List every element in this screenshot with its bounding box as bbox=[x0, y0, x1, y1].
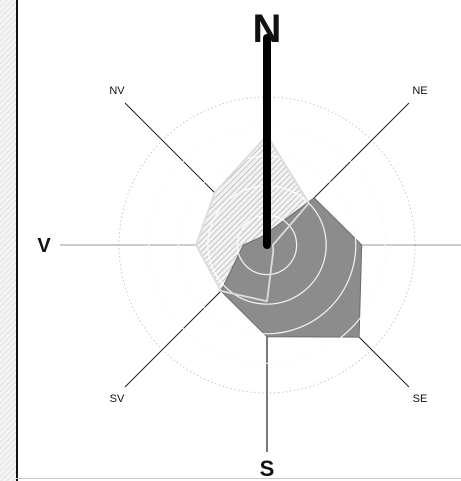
series-light-outline bbox=[195, 134, 310, 303]
series-dark-area bbox=[220, 197, 363, 338]
chart-overlay bbox=[148, 34, 387, 365]
page-edge-decoration bbox=[0, 0, 18, 481]
direction-label-ne: NE bbox=[412, 85, 427, 97]
direction-label-n: N bbox=[253, 7, 282, 51]
direction-label-nw: NV bbox=[109, 85, 125, 97]
direction-label-w: V bbox=[37, 235, 51, 257]
chart-series bbox=[195, 134, 363, 338]
direction-labels: N NE SE S SV V NV bbox=[37, 7, 427, 481]
direction-label-s: S bbox=[260, 456, 275, 481]
direction-label-sw: SV bbox=[110, 393, 125, 405]
direction-label-se: SE bbox=[413, 393, 428, 405]
bottom-rule bbox=[16, 478, 461, 479]
